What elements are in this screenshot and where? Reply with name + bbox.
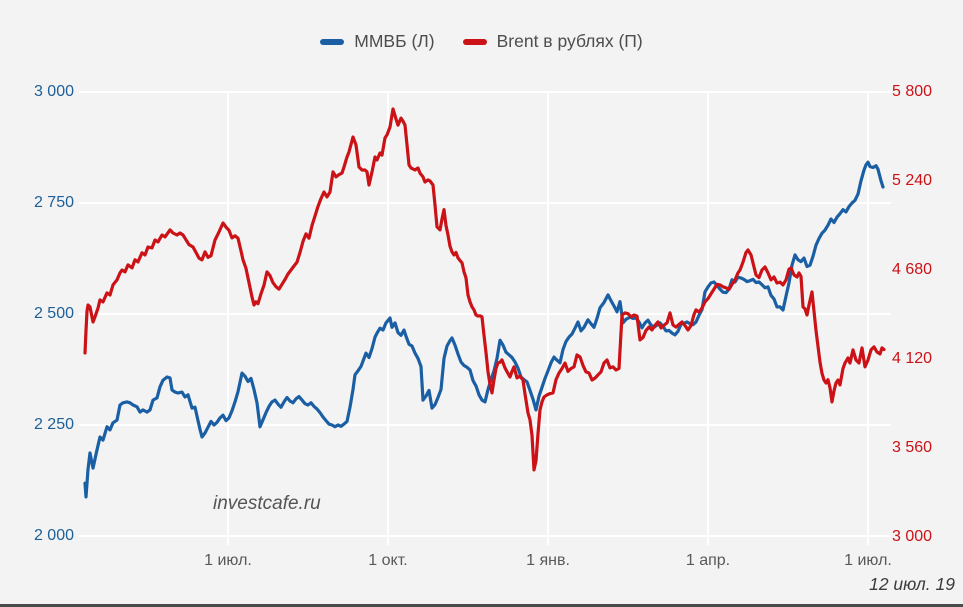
brent-series-swatch-icon: [462, 38, 487, 45]
series-line-brent: [83, 107, 886, 472]
y-axis-left-tick-label: 2 250: [33, 416, 74, 433]
y-axis-left-tick-label: 3 000: [33, 83, 74, 100]
x-axis-tick-label: 1 окт.: [368, 552, 408, 569]
y-axis-right-tick-label: 4 680: [892, 261, 933, 278]
y-axis-left-tick-label: 2 500: [33, 305, 74, 322]
legend-label-mmvb: ММВБ (Л): [354, 31, 435, 51]
legend-item-brent: Brent в рублях (П): [462, 31, 643, 52]
series-line-mmvb: [83, 160, 885, 499]
watermark: investcafe.ru: [213, 493, 321, 514]
y-axis-right-tick-label: 5 240: [892, 172, 933, 189]
x-axis-tick-label: 1 июл.: [204, 552, 252, 569]
last-date-label: 12 июл. 19: [869, 574, 955, 594]
y-axis-left-tick-label: 2 750: [33, 194, 74, 211]
y-axis-right-tick-label: 3 000: [892, 528, 933, 545]
y-axis-left-tick-label: 2 000: [33, 527, 74, 544]
legend-item-mmvb: ММВБ (Л): [320, 31, 435, 52]
x-axis-tick-label: 1 апр.: [685, 552, 731, 569]
legend-label-brent: Brent в рублях (П): [496, 31, 643, 51]
y-axis-right-tick-label: 4 120: [892, 350, 933, 367]
y-axis-right-tick-label: 5 800: [892, 83, 933, 100]
chart-legend: ММВБ (Л) Brent в рублях (П): [0, 31, 963, 52]
window-bottom-edge: [0, 604, 963, 607]
mmvb-series-swatch-icon: [320, 38, 345, 45]
x-axis-tick-label: 1 июл.: [844, 552, 892, 569]
x-axis-tick-label: 1 янв.: [526, 552, 570, 569]
y-axis-right-tick-label: 3 560: [892, 439, 933, 456]
